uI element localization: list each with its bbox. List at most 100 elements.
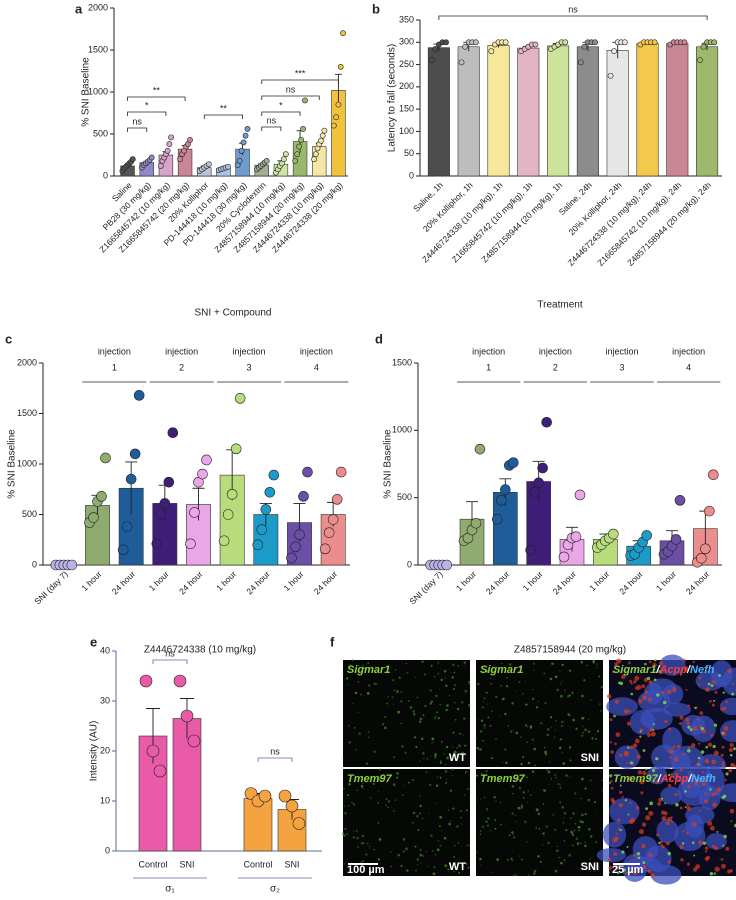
gene-signal [702, 841, 707, 845]
acpp-signal [657, 802, 661, 806]
acpp-signal [701, 729, 707, 734]
signal-speckle [506, 676, 508, 679]
signal-speckle [588, 799, 590, 801]
signal-speckle [571, 833, 575, 837]
signal-speckle [405, 847, 408, 851]
signal-speckle [565, 774, 568, 777]
acpp-signal [686, 805, 692, 811]
signal-speckle [504, 761, 508, 765]
data-point [96, 491, 107, 502]
data-point [151, 538, 163, 550]
signal-speckle [526, 741, 528, 744]
data-point [331, 494, 343, 505]
panel-label: b [372, 1, 380, 16]
data-point [681, 39, 688, 46]
acpp-signal [672, 686, 677, 691]
signal-speckle [558, 856, 561, 859]
signal-speckle [463, 665, 465, 667]
data-point [222, 509, 234, 520]
signal-speckle [401, 745, 404, 748]
acpp-signal [701, 770, 705, 774]
data-point [177, 156, 184, 163]
signal-speckle [522, 755, 525, 759]
signal-speckle [584, 812, 587, 816]
bar [606, 50, 629, 177]
acpp-signal [648, 853, 653, 858]
signal-speckle [421, 817, 424, 820]
signal-speckle [464, 744, 467, 747]
gene-signal [705, 745, 709, 749]
signal-speckle [463, 717, 466, 720]
data-point [574, 489, 586, 501]
data-point [268, 469, 280, 481]
signal-speckle [565, 829, 568, 831]
data-point [312, 151, 319, 158]
gene-signal [700, 727, 704, 731]
acpp-signal [621, 795, 624, 799]
acpp-signal [639, 779, 645, 785]
signal-speckle [549, 716, 553, 719]
x-axis-title: Z4446724338 (10 mg/kg) [144, 645, 256, 656]
signal-speckle [358, 665, 360, 667]
acpp-signal [710, 734, 714, 737]
signal-speckle [396, 690, 399, 693]
signal-speckle [514, 873, 517, 876]
acpp-signal [667, 860, 671, 864]
merge-label-part: / [655, 664, 661, 676]
signal-speckle [446, 704, 449, 707]
signal-speckle [377, 802, 380, 804]
signal-speckle [491, 871, 493, 874]
signal-speckle [403, 784, 405, 786]
signal-speckle [486, 703, 488, 705]
gene-signal [697, 756, 701, 760]
acpp-signal [712, 802, 717, 808]
signal-speckle [453, 861, 457, 865]
acpp-signal [649, 727, 654, 732]
data-point [333, 114, 340, 121]
signal-speckle [356, 789, 358, 792]
gene-signal [689, 728, 693, 732]
signal-speckle [525, 841, 528, 843]
data-point [462, 43, 469, 50]
signal-speckle [553, 736, 556, 738]
signal-speckle [439, 776, 441, 778]
data-point [298, 491, 309, 502]
signal-speckle [400, 700, 403, 703]
significance-bracket [261, 111, 301, 116]
acpp-signal [617, 818, 621, 822]
signal-speckle [479, 858, 482, 861]
signal-speckle [498, 716, 501, 718]
signal-speckle [376, 683, 378, 685]
y-tick-label: 1500 [88, 44, 108, 54]
signal-speckle [436, 711, 439, 714]
acpp-signal [725, 700, 728, 704]
signal-speckle [421, 660, 424, 663]
signal-speckle [525, 776, 528, 779]
signal-speckle [515, 690, 517, 692]
signal-speckle [365, 762, 368, 765]
signal-speckle [432, 850, 434, 852]
nucleus [681, 714, 706, 736]
data-point [168, 134, 174, 141]
acpp-signal [668, 727, 672, 731]
signal-speckle [446, 756, 449, 760]
acpp-signal [720, 753, 724, 757]
acpp-signal [661, 845, 665, 849]
signal-speckle [450, 820, 452, 822]
data-point [474, 443, 486, 455]
signal-speckle [468, 704, 471, 707]
gene-signal [609, 782, 611, 784]
x-tick-label: SNI [179, 859, 194, 869]
data-point [621, 39, 628, 46]
acpp-signal [648, 660, 652, 664]
signal-speckle [377, 777, 381, 781]
signal-speckle [525, 680, 527, 682]
signal-speckle [511, 831, 514, 834]
signal-speckle [439, 761, 443, 765]
panel-label: c [5, 331, 12, 346]
signal-speckle [482, 739, 484, 742]
data-point [173, 674, 187, 688]
signal-speckle [437, 662, 440, 664]
signal-speckle [507, 724, 510, 727]
genotype-label: SNI [581, 752, 599, 764]
